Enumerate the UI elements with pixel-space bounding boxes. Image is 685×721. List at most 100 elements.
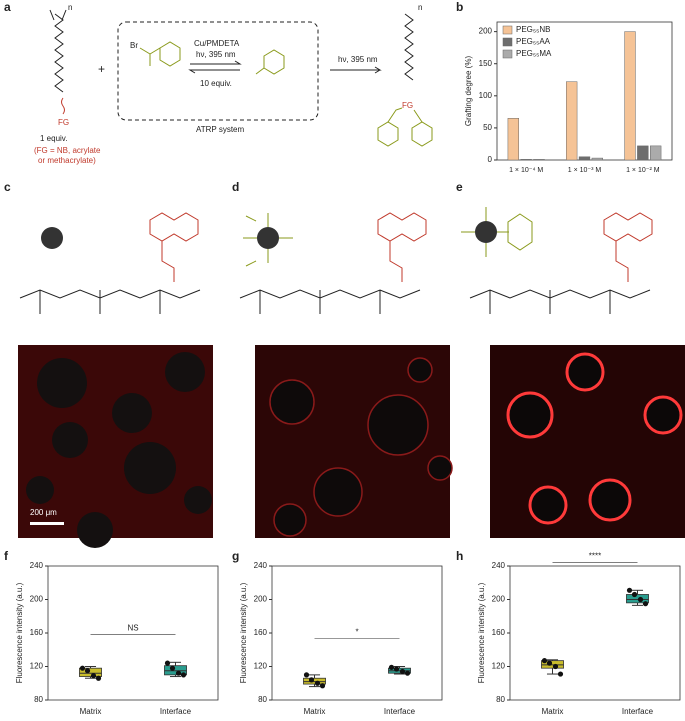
x-tick-label: 1 × 10⁻² M — [626, 167, 660, 174]
data-point — [84, 668, 91, 674]
panel-label: g — [232, 549, 239, 563]
y-tick-label: 240 — [30, 561, 44, 570]
data-point — [303, 672, 310, 678]
y-tick-label: 0 — [488, 155, 493, 164]
x-tick-label: Interface — [622, 707, 654, 716]
x-tick-label: 1 × 10⁻⁴ M — [509, 167, 543, 174]
repeat-n: n — [68, 3, 72, 12]
bromine: Br — [130, 41, 138, 50]
equiv-label: 10 equiv. — [200, 79, 232, 88]
functional-group: FG — [58, 118, 69, 127]
y-tick-label: 120 — [30, 662, 44, 671]
significance: NS — [127, 623, 138, 632]
data-point — [180, 672, 187, 678]
particle — [475, 221, 497, 243]
panel-label: h — [456, 549, 463, 563]
data-point — [169, 665, 176, 671]
y-tick-label: 240 — [254, 561, 268, 570]
scale-bar — [30, 522, 64, 525]
significance: * — [355, 628, 358, 637]
plot-frame — [47, 565, 219, 701]
atrp-box — [117, 21, 319, 121]
data-point — [308, 677, 315, 683]
bar — [650, 145, 662, 161]
data-point — [164, 660, 171, 666]
y-tick-label: 120 — [254, 662, 268, 671]
data-point — [626, 587, 633, 593]
data-point — [552, 663, 559, 670]
fg-note: (FG = NB, acrylate — [34, 146, 101, 155]
data-point — [404, 670, 411, 676]
y-axis-title: Grafting degree (%) — [464, 56, 473, 127]
scale-label: 200 μm — [30, 508, 57, 517]
y-tick-label: 100 — [479, 91, 493, 100]
y-tick-label: 80 — [258, 695, 267, 704]
bar — [507, 118, 519, 161]
y-tick-label: 150 — [479, 59, 493, 68]
wavy-bond — [61, 97, 65, 115]
micrographs: 200 μm — [18, 345, 685, 548]
legend-label: PEG₅₅MA — [516, 49, 552, 58]
chitosan — [19, 289, 201, 314]
light-condition: hν, 395 nm — [196, 50, 236, 59]
fg-note: or methacrylate) — [38, 156, 96, 165]
y-tick-label: 80 — [496, 695, 505, 704]
panel-label: e — [456, 180, 463, 194]
rhodamine — [149, 212, 653, 282]
functional-group: FG — [402, 101, 413, 110]
data-point — [79, 665, 86, 671]
repeat-n: n — [418, 3, 422, 12]
data-point — [642, 601, 649, 607]
data-point — [393, 666, 400, 672]
bond — [255, 67, 265, 75]
bond — [139, 47, 161, 66]
y-tick-label: 50 — [483, 123, 492, 132]
droplets — [269, 357, 453, 537]
panel-label: a — [4, 0, 11, 14]
polymer-chain — [404, 13, 414, 81]
y-axis-title: Fluorescence intensity (a.u.) — [477, 582, 486, 683]
y-tick-label: 160 — [30, 628, 44, 637]
scheme: n FG 1 equiv. (FG = NB, acrylate or meth… — [34, 3, 433, 165]
box — [626, 594, 649, 604]
chitosan — [239, 289, 421, 314]
light-condition: hν, 395 nm — [338, 55, 378, 64]
y-axis-title: Fluorescence intensity (a.u.) — [239, 582, 248, 683]
y-tick-label: 240 — [492, 561, 506, 570]
bracket — [49, 9, 67, 21]
box — [79, 667, 102, 677]
chitosan — [469, 289, 651, 314]
panel-label: d — [232, 180, 239, 194]
x-tick-label: Interface — [384, 707, 416, 716]
atrp-label: ATRP system — [196, 125, 244, 134]
particle — [41, 227, 63, 249]
panel-label: f — [4, 549, 9, 563]
legend-label: PEG₅₅AA — [516, 37, 551, 46]
legend-swatch — [502, 37, 513, 47]
polymer-chain — [54, 13, 64, 93]
methacrylate — [243, 213, 293, 267]
bond — [387, 107, 423, 123]
data-point — [557, 671, 564, 677]
data-point — [388, 664, 395, 670]
droplets — [26, 352, 212, 548]
bar — [591, 157, 604, 161]
particle — [257, 227, 279, 249]
droplets — [506, 352, 683, 525]
legend-swatch — [502, 49, 513, 59]
significance: **** — [589, 551, 601, 560]
methacrylate — [461, 207, 533, 257]
equilibrium-arrow — [188, 60, 242, 74]
bar — [533, 159, 545, 161]
x-tick-label: Matrix — [304, 707, 326, 716]
benzene — [377, 121, 399, 147]
structures — [19, 207, 653, 314]
data-point — [399, 668, 406, 675]
data-point — [314, 680, 321, 686]
benzene — [159, 41, 181, 67]
plot-frame — [509, 565, 681, 701]
y-tick-label: 200 — [30, 595, 44, 604]
data-point — [631, 591, 638, 598]
panel-label: c — [4, 180, 11, 194]
